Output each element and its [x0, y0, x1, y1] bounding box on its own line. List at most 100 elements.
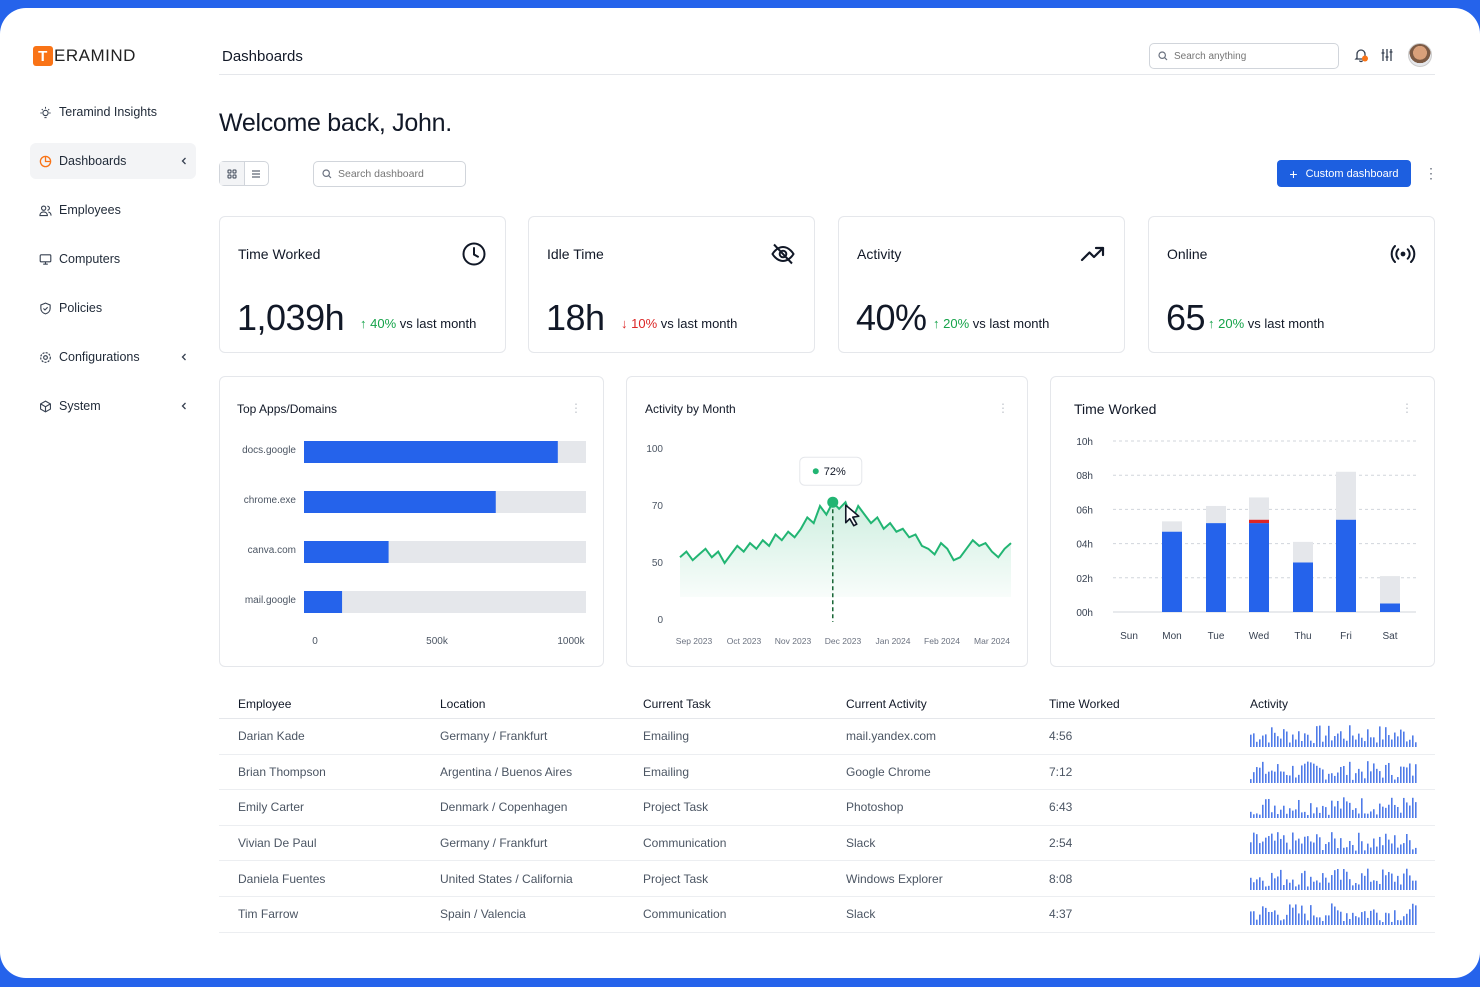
sparkline-bar — [1406, 741, 1408, 748]
cell-time: 7:12 — [1049, 764, 1073, 779]
bar[interactable] — [304, 591, 343, 613]
bar[interactable] — [304, 541, 389, 563]
x-tick-label: 0 — [312, 636, 318, 647]
bar-segment[interactable] — [1336, 519, 1356, 612]
filter-sliders-icon[interactable] — [1378, 46, 1396, 64]
sidebar-item-dashboards[interactable]: Dashboards — [30, 143, 196, 179]
clock-icon — [461, 241, 487, 267]
column-header[interactable]: Activity — [1250, 696, 1289, 711]
sparkline-bar — [1367, 918, 1369, 926]
bar-segment[interactable] — [1249, 497, 1269, 520]
column-header[interactable]: Current Activity — [846, 696, 927, 711]
bar-segment[interactable] — [1293, 562, 1313, 612]
bar[interactable] — [304, 441, 558, 463]
sparkline-bar — [1382, 845, 1384, 855]
bar-segment[interactable] — [1206, 505, 1226, 524]
cell-activity-sparkline — [1234, 831, 1435, 855]
sparkline-bar — [1325, 844, 1327, 855]
global-search-input[interactable] — [1174, 50, 1324, 62]
custom-dashboard-button[interactable]: + Custom dashboard — [1277, 160, 1411, 187]
column-header[interactable]: Current Task — [643, 696, 711, 711]
sparkline-bar — [1319, 837, 1321, 855]
sparkline-bar — [1358, 884, 1360, 890]
sparkline-bar — [1412, 775, 1414, 783]
sparkline-bar — [1403, 843, 1405, 855]
sparkline-bar — [1355, 882, 1357, 890]
table-row[interactable]: Emily Carter Denmark / Copenhagen Project … — [219, 790, 1435, 826]
list-view-button[interactable] — [245, 162, 269, 185]
sparkline-bar — [1274, 771, 1276, 783]
global-search[interactable] — [1149, 43, 1339, 69]
column-header[interactable]: Employee — [238, 696, 292, 711]
cell-activity-sparkline — [1234, 724, 1435, 748]
sparkline-bar — [1262, 805, 1264, 819]
sparkline-bar — [1268, 836, 1270, 855]
sparkline-bar — [1367, 729, 1369, 748]
grid-view-button[interactable] — [220, 162, 245, 185]
sparkline-bar — [1343, 797, 1345, 819]
sidebar-item-employees[interactable]: Employees — [30, 192, 196, 228]
table-row[interactable]: Vivian De Paul Germany / Frankfurt Communi… — [219, 826, 1435, 862]
sparkline-bar — [1370, 811, 1372, 819]
sidebar-item-configurations[interactable]: Configurations — [30, 339, 196, 375]
bar-segment[interactable] — [1249, 519, 1269, 524]
kpi-value: 40% — [856, 297, 927, 338]
dashboard-search[interactable] — [313, 161, 466, 187]
sparkline-bar — [1298, 913, 1300, 926]
bar-segment[interactable] — [1380, 576, 1400, 604]
sparkline-bar — [1307, 886, 1309, 890]
x-tick-label: Wed — [1249, 631, 1269, 642]
teramind-logo[interactable]: T ERAMIND — [33, 46, 136, 66]
card-menu-icon[interactable]: ⋮ — [1401, 401, 1413, 415]
table-row[interactable]: Brian Thompson Argentina / Buenos Aires Em… — [219, 755, 1435, 791]
bar-segment[interactable] — [1293, 541, 1313, 563]
notification-bell-icon[interactable] — [1352, 46, 1370, 64]
sparkline-bar — [1409, 806, 1411, 819]
dashboard-search-input[interactable] — [338, 168, 458, 180]
sparkline-bar — [1271, 812, 1273, 819]
bar-segment[interactable] — [1380, 603, 1400, 612]
bar[interactable] — [304, 491, 496, 513]
sparkline-bar — [1337, 868, 1339, 890]
card-menu-icon[interactable]: ⋮ — [997, 401, 1009, 415]
series-line[interactable] — [679, 500, 1012, 565]
more-options-icon[interactable]: ⋮ — [1424, 165, 1438, 181]
sparkline-bar — [1409, 840, 1411, 855]
sparkline-bar — [1340, 809, 1342, 819]
sidebar-item-label: Dashboards — [59, 154, 127, 168]
sidebar-item-computers[interactable]: Computers — [30, 241, 196, 277]
bar-segment[interactable] — [1249, 523, 1269, 612]
sparkline-bar — [1292, 734, 1294, 748]
user-avatar[interactable] — [1408, 43, 1432, 67]
sidebar-item-teramind-insights[interactable]: Teramind Insights — [30, 94, 196, 130]
kpi-card-online[interactable]: Online 65 ↑ 20% vs last month — [1148, 216, 1435, 353]
column-header[interactable]: Time Worked — [1049, 696, 1120, 711]
bar-segment[interactable] — [1162, 521, 1182, 532]
bar-segment[interactable] — [1162, 531, 1182, 612]
sidebar-item-system[interactable]: System — [30, 388, 196, 424]
area-fill — [680, 502, 1011, 597]
column-header[interactable]: Location — [440, 696, 486, 711]
sparkline-bar — [1313, 842, 1315, 855]
sparkline-bar — [1301, 843, 1303, 855]
sidebar-item-policies[interactable]: Policies — [30, 290, 196, 326]
sparkline-bar — [1310, 740, 1312, 748]
sparkline-bar — [1355, 739, 1357, 748]
sparkline-bar — [1328, 815, 1330, 819]
table-row[interactable]: Daniela Fuentes United States / Californi… — [219, 861, 1435, 897]
sparkline-bar — [1370, 771, 1372, 783]
cell-task: Project Task — [643, 871, 709, 886]
activity-by-month-card: Activity by Month ⋮ 100 70 50 0 72% Sep 2023 O… — [626, 376, 1028, 667]
kpi-card-idle-time[interactable]: Idle Time 18h ↓ 10% vs last month — [528, 216, 815, 353]
kpi-card-activity[interactable]: Activity 40% ↑ 20% vs last month — [838, 216, 1125, 353]
sparkline-bar — [1382, 922, 1384, 926]
table-row[interactable]: Tim Farrow Spain / Valencia Communication S… — [219, 897, 1435, 933]
card-menu-icon[interactable]: ⋮ — [570, 401, 582, 415]
cell-task: Emailing — [643, 729, 690, 744]
bar-segment[interactable] — [1336, 471, 1356, 520]
annotation-point[interactable] — [827, 496, 839, 508]
sparkline-bar — [1250, 778, 1252, 783]
bar-segment[interactable] — [1206, 523, 1226, 612]
table-row[interactable]: Darian Kade Germany / Frankfurt Emailing ma… — [219, 719, 1435, 755]
kpi-card-time-worked[interactable]: Time Worked 1,039h ↑ 40% vs last month — [219, 216, 506, 353]
